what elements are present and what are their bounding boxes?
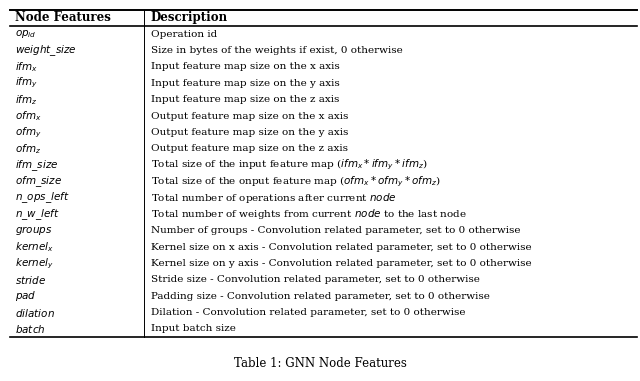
Text: $\mathit{groups}$: $\mathit{groups}$ (15, 224, 52, 237)
Text: $\mathit{dilation}$: $\mathit{dilation}$ (15, 307, 54, 319)
Text: Padding size - Convolution related parameter, set to 0 otherwise: Padding size - Convolution related param… (151, 292, 490, 301)
Text: Table 1: GNN Node Features: Table 1: GNN Node Features (234, 357, 406, 370)
Text: $\mathit{pad}$: $\mathit{pad}$ (15, 289, 36, 303)
Text: $\mathit{ifm}_x$: $\mathit{ifm}_x$ (15, 60, 38, 74)
Text: Node Features: Node Features (15, 11, 111, 24)
Text: $\mathit{op}_{id}$: $\mathit{op}_{id}$ (15, 28, 36, 40)
Text: $\mathit{stride}$: $\mathit{stride}$ (15, 274, 46, 286)
Text: Description: Description (151, 11, 228, 24)
Text: Output feature map size on the x axis: Output feature map size on the x axis (151, 112, 348, 120)
Text: Input feature map size on the y axis: Input feature map size on the y axis (151, 79, 340, 88)
Text: $\mathit{ifm}_y$: $\mathit{ifm}_y$ (15, 76, 38, 90)
Text: $\mathit{ofm}_z$: $\mathit{ofm}_z$ (15, 142, 41, 156)
Text: Size in bytes of the weights if exist, 0 otherwise: Size in bytes of the weights if exist, 0… (151, 46, 403, 55)
Text: $\mathit{ifm}_z$: $\mathit{ifm}_z$ (15, 93, 37, 107)
Text: Input feature map size on the x axis: Input feature map size on the x axis (151, 62, 340, 71)
Text: Input feature map size on the z axis: Input feature map size on the z axis (151, 95, 339, 104)
Text: Dilation - Convolution related parameter, set to 0 otherwise: Dilation - Convolution related parameter… (151, 308, 465, 317)
Text: Total size of the onput feature map ($\mathit{ofm}_x * \mathit{ofm}_y * \mathit{: Total size of the onput feature map ($\m… (151, 174, 441, 189)
Text: Operation id: Operation id (151, 30, 217, 38)
Text: Input batch size: Input batch size (151, 325, 236, 333)
Text: $\mathit{ofm\_size}$: $\mathit{ofm\_size}$ (15, 174, 61, 189)
Text: Total size of the input feature map ($\mathit{ifm}_x * \mathit{ifm}_y * \mathit{: Total size of the input feature map ($\m… (151, 158, 428, 172)
Text: Stride size - Convolution related parameter, set to 0 otherwise: Stride size - Convolution related parame… (151, 275, 480, 284)
Text: Total number of weights from current $\mathit{node}$ to the last node: Total number of weights from current $\m… (151, 207, 467, 221)
Text: $\mathit{kernel}_x$: $\mathit{kernel}_x$ (15, 240, 54, 254)
Text: Output feature map size on the z axis: Output feature map size on the z axis (151, 144, 348, 153)
Text: Kernel size on y axis - Convolution related parameter, set to 0 otherwise: Kernel size on y axis - Convolution rela… (151, 259, 531, 268)
Text: $\mathit{ofm}_y$: $\mathit{ofm}_y$ (15, 125, 41, 139)
Text: Number of groups - Convolution related parameter, set to 0 otherwise: Number of groups - Convolution related p… (151, 226, 520, 235)
Text: $\mathit{ofm}_x$: $\mathit{ofm}_x$ (15, 109, 41, 123)
Text: $\mathit{n\_w\_left}$: $\mathit{n\_w\_left}$ (15, 207, 60, 222)
Text: Kernel size on x axis - Convolution related parameter, set to 0 otherwise: Kernel size on x axis - Convolution rela… (151, 243, 531, 251)
Text: $\mathit{batch}$: $\mathit{batch}$ (15, 323, 45, 335)
Text: $\mathit{weight\_size}$: $\mathit{weight\_size}$ (15, 43, 77, 58)
Text: Total number of operations after current $\mathit{node}$: Total number of operations after current… (151, 191, 397, 205)
Text: $\mathit{ifm\_size}$: $\mathit{ifm\_size}$ (15, 158, 58, 173)
Text: $\mathit{n\_ops\_left}$: $\mathit{n\_ops\_left}$ (15, 190, 69, 205)
Text: $\mathit{kernel}_y$: $\mathit{kernel}_y$ (15, 256, 54, 271)
Text: Output feature map size on the y axis: Output feature map size on the y axis (151, 128, 348, 137)
